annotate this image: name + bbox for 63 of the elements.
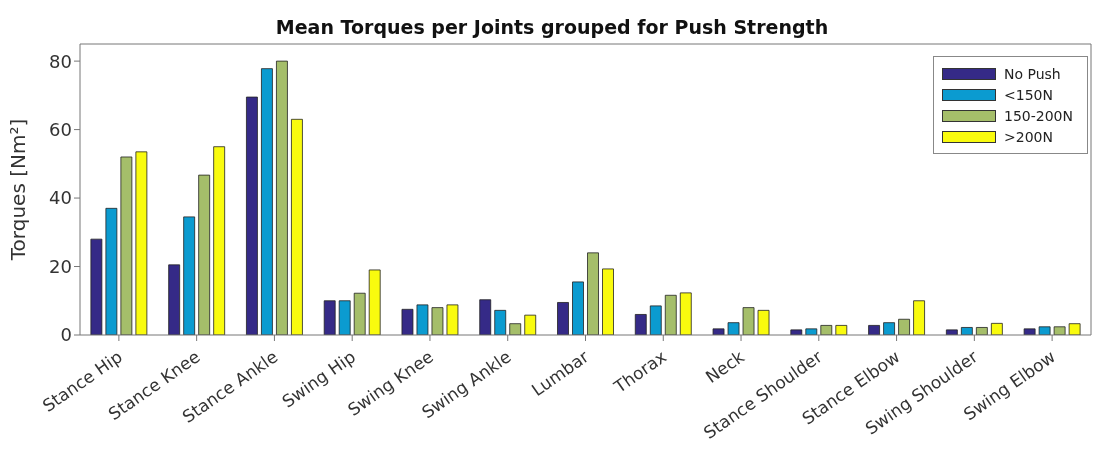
- y-tick-label: 20: [49, 255, 72, 277]
- bar: [805, 328, 818, 335]
- bar: [276, 60, 288, 335]
- bar: [135, 151, 148, 335]
- bar: [183, 216, 196, 335]
- bar: [1023, 328, 1036, 335]
- bar: [479, 299, 492, 335]
- bar: [587, 252, 599, 335]
- bar: [1053, 326, 1066, 335]
- bar: [557, 302, 569, 335]
- bar: [1038, 326, 1051, 335]
- legend-label: <150N: [1004, 86, 1054, 103]
- bar: [509, 323, 522, 335]
- bar: [960, 327, 973, 335]
- bar: [213, 146, 226, 335]
- legend-label: 150-200N: [1004, 107, 1074, 124]
- bar: [416, 304, 429, 335]
- bar: [105, 207, 118, 335]
- y-axis-title: Torques [Nm²]: [6, 118, 31, 262]
- bar: [572, 281, 584, 335]
- legend-label: >200N: [1004, 128, 1054, 145]
- bar: [368, 269, 381, 335]
- bar: [431, 307, 444, 335]
- bar: [634, 314, 647, 335]
- bar: [945, 329, 958, 335]
- bar: [524, 314, 537, 335]
- bar: [90, 238, 103, 335]
- bar: [401, 308, 414, 335]
- bar: [727, 322, 740, 335]
- bar: [757, 309, 770, 335]
- bar: [649, 305, 662, 335]
- bar: [323, 300, 336, 335]
- bar: [246, 96, 258, 335]
- bar: [820, 325, 833, 335]
- legend-label: No Push: [1004, 65, 1062, 82]
- bar: [261, 68, 273, 335]
- bar: [1068, 323, 1081, 335]
- bar: [494, 309, 507, 335]
- bar: [883, 322, 895, 335]
- bar: [120, 156, 133, 335]
- bar: [975, 327, 988, 335]
- bar: [446, 304, 459, 335]
- bar: [291, 118, 303, 335]
- y-tick-label: 60: [49, 118, 72, 140]
- bar: [990, 322, 1003, 335]
- bar: [898, 318, 910, 335]
- chart-title: Mean Torques per Joints grouped for Push Strength: [274, 16, 830, 38]
- y-tick-label: 0: [60, 324, 72, 346]
- bar: [353, 292, 366, 335]
- bar: [868, 325, 880, 335]
- bar: [338, 300, 351, 335]
- y-tick-label: 40: [49, 187, 72, 209]
- bar: [790, 329, 803, 335]
- bar: [198, 174, 211, 335]
- bar: [664, 294, 677, 335]
- bar: [168, 264, 181, 335]
- y-tick-label: 80: [49, 50, 72, 72]
- bar: [602, 268, 614, 335]
- bar: [712, 328, 725, 335]
- bar: [742, 307, 755, 335]
- bar: [679, 292, 692, 335]
- bar: [913, 300, 925, 335]
- bar: [835, 325, 848, 335]
